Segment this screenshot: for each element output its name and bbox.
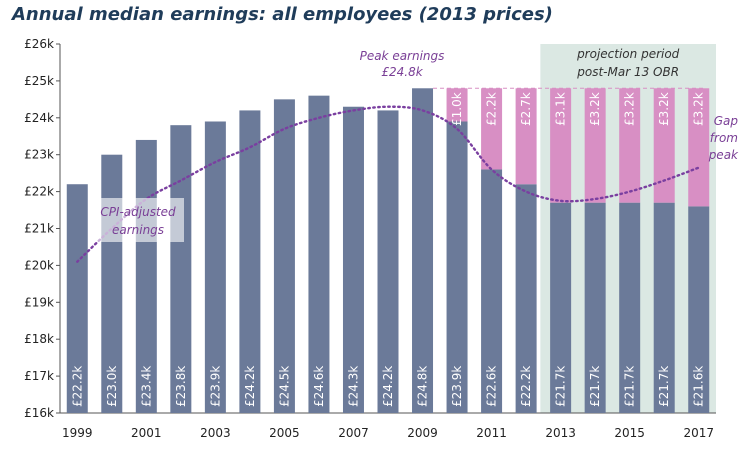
cpi-adjusted-earnings-line [76, 105, 700, 263]
cpi-label-background [92, 198, 184, 242]
bar-value-label: £23.0k [105, 366, 119, 407]
gap-value-label: £3.2k [623, 92, 637, 126]
x-tick-label: 1999 [62, 426, 93, 440]
x-tick-label: 2015 [614, 426, 645, 440]
earnings-bar [66, 184, 88, 413]
y-tick-label: £22k [24, 185, 54, 199]
earnings-bar [653, 202, 675, 413]
earnings-bar [239, 110, 261, 414]
earnings-bar [446, 121, 468, 414]
gap-from-peak-bar [619, 88, 641, 203]
y-tick-label: £17k [24, 369, 54, 383]
gap-value-label: £3.2k [657, 92, 671, 126]
gap-from-peak-bar [446, 88, 468, 122]
projection-source-annotation: post-Mar 13 OBR [576, 65, 679, 79]
earnings-bar [550, 202, 572, 413]
y-tick-label: £21k [24, 222, 54, 236]
gap-value-label: £1.0k [450, 92, 464, 126]
x-tick-label: 2007 [338, 426, 369, 440]
bar-value-label: £24.8k [416, 366, 430, 407]
bar-value-label: £22.2k [70, 366, 84, 407]
gap-from-peak-annotation-line3: peak [708, 148, 739, 162]
gap-from-peak-bar [481, 88, 503, 170]
bar-value-label: £22.2k [519, 366, 533, 407]
earnings-bar [342, 106, 364, 413]
x-tick-label: 2005 [269, 426, 300, 440]
bar-value-label: £21.7k [588, 366, 602, 407]
bar-value-label: £21.7k [657, 366, 671, 407]
y-tick-label: £16k [24, 406, 54, 420]
gap-from-peak-bar [515, 88, 537, 185]
gap-value-label: £3.2k [692, 92, 706, 126]
gap-from-peak-annotation-line2: from [710, 131, 738, 145]
y-tick-label: £18k [24, 332, 54, 346]
earnings-bar [412, 88, 434, 413]
bar-value-label: £24.5k [277, 366, 291, 407]
bar-value-label: £21.6k [692, 366, 706, 407]
y-tick-label: £26k [24, 37, 54, 51]
gap-value-label: £3.1k [554, 92, 568, 126]
y-tick-label: £24k [24, 111, 54, 125]
earnings-bar [204, 121, 226, 414]
bar-value-label: £23.9k [450, 366, 464, 407]
x-tick-label: 2011 [476, 426, 507, 440]
cpi-adjusted-annotation: CPI-adjusted [100, 205, 176, 219]
bar-value-label: £22.6k [485, 366, 499, 407]
bar-value-label: £21.7k [623, 366, 637, 407]
peak-earnings-annotation: Peak earnings [360, 49, 445, 63]
earnings-bar [377, 110, 399, 414]
projection-period-annotation: projection period [576, 47, 680, 61]
gap-from-peak-bar [550, 88, 572, 203]
earnings-bar [481, 169, 503, 413]
earnings-bar [273, 99, 295, 413]
x-tick-label: 2003 [200, 426, 231, 440]
earnings-bar [688, 206, 710, 413]
earnings-bar [308, 95, 330, 413]
x-tick-label: 2017 [683, 426, 714, 440]
y-tick-label: £25k [24, 74, 54, 88]
bar-value-label: £23.9k [208, 366, 222, 407]
bar-value-label: £24.2k [381, 366, 395, 407]
y-tick-label: £19k [24, 295, 54, 309]
bar-value-label: £23.8k [174, 366, 188, 407]
gap-value-label: £2.2k [485, 92, 499, 126]
x-tick-label: 2009 [407, 426, 438, 440]
y-tick-label: £23k [24, 148, 54, 162]
earnings-bar [584, 202, 606, 413]
gap-from-peak-annotation: Gap [714, 114, 739, 128]
gap-from-peak-bar [688, 88, 710, 207]
bar-value-label: £23.4k [139, 366, 153, 407]
gap-value-label: £3.2k [588, 92, 602, 126]
y-tick-label: £20k [24, 258, 54, 272]
earnings-bar [619, 202, 641, 413]
bar-value-label: £24.6k [312, 366, 326, 407]
x-tick-label: 2001 [131, 426, 162, 440]
bar-value-label: £24.3k [346, 366, 360, 407]
gap-value-label: £2.7k [519, 92, 533, 126]
gap-from-peak-bar [584, 88, 606, 203]
earnings-bar [170, 125, 192, 414]
chart-title: Annual median earnings: all employees (2… [12, 4, 553, 25]
peak-earnings-value-annotation: £24.8k [381, 65, 423, 79]
bar-value-label: £21.7k [554, 366, 568, 407]
x-tick-label: 2013 [545, 426, 576, 440]
bar-value-label: £24.2k [243, 366, 257, 407]
gap-from-peak-bar [653, 88, 675, 203]
cpi-adjusted-annotation-line2: earnings [112, 223, 164, 237]
earnings-bar [515, 184, 537, 413]
